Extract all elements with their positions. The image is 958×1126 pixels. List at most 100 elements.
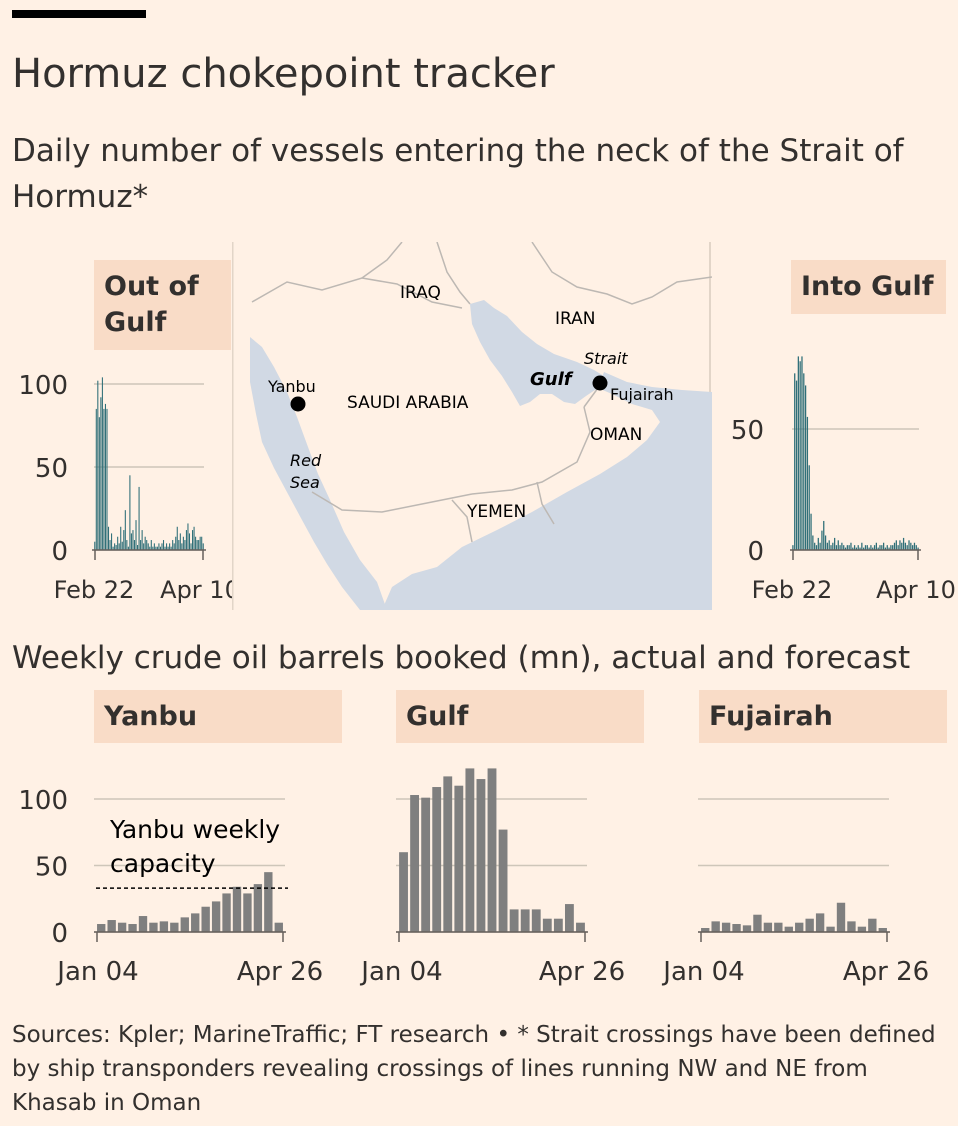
chart-out-of-gulf: 0 50 100 Feb 22 Apr 10	[18, 371, 239, 604]
bar	[185, 530, 187, 550]
bar	[803, 373, 805, 550]
yanbu-marker	[290, 396, 306, 412]
bar	[232, 886, 242, 932]
bar	[100, 397, 102, 550]
bar	[109, 540, 111, 550]
bar	[784, 926, 793, 932]
bar	[192, 530, 194, 550]
bar	[94, 541, 96, 550]
bar	[881, 545, 883, 550]
bar	[118, 543, 120, 550]
map-label-sea: Sea	[290, 473, 320, 492]
y-tick-label: 100	[18, 786, 68, 816]
x-tick-label: Jan 04	[359, 957, 442, 987]
bar	[166, 543, 168, 550]
bar	[824, 535, 827, 550]
x-tick-label: Apr 26	[539, 957, 625, 987]
section-oil-title: Weekly crude oil barrels booked (mn), ac…	[12, 640, 911, 676]
bar	[149, 922, 158, 932]
page-title: Hormuz chokepoint tracker	[12, 51, 555, 97]
bar	[853, 545, 856, 550]
bar	[823, 520, 825, 550]
bar	[888, 547, 890, 550]
bar	[173, 543, 175, 550]
bar	[864, 545, 867, 550]
y-tick-label: 50	[35, 853, 68, 883]
bar	[117, 536, 119, 550]
x-tick-label: Feb 22	[752, 576, 833, 604]
bar	[181, 543, 183, 550]
bar	[895, 540, 897, 550]
bar	[421, 797, 431, 932]
bar	[146, 540, 148, 550]
bar	[201, 536, 203, 550]
bar	[152, 546, 154, 550]
bar	[812, 535, 814, 550]
bar	[821, 530, 823, 550]
y-tick-label: 0	[51, 537, 68, 567]
bar	[893, 542, 896, 550]
arabian-sea-water	[382, 372, 712, 610]
bar	[153, 543, 155, 550]
bar	[870, 545, 872, 550]
bar	[837, 540, 839, 550]
bar	[861, 542, 863, 550]
bar	[107, 920, 116, 932]
bar	[509, 909, 519, 932]
bar	[144, 536, 146, 550]
map-label-gulf: Gulf	[530, 369, 574, 390]
bar	[178, 540, 180, 550]
bar	[127, 546, 129, 550]
bar	[826, 542, 829, 550]
bar	[114, 543, 116, 550]
bar	[97, 924, 106, 932]
gulf-water	[470, 300, 604, 406]
bar	[121, 541, 123, 550]
bar	[826, 926, 835, 932]
x-tick-label: Apr 10	[160, 576, 240, 604]
bar	[806, 416, 809, 550]
bar	[137, 545, 139, 550]
bar	[850, 542, 852, 550]
bar	[576, 922, 585, 932]
bar	[107, 526, 110, 550]
bar	[701, 928, 710, 932]
bar	[274, 922, 283, 932]
bar	[901, 542, 903, 550]
bar	[175, 536, 177, 550]
bar	[832, 542, 834, 550]
bar	[170, 922, 179, 932]
bar	[721, 922, 731, 932]
bar	[808, 465, 810, 550]
bar	[264, 872, 273, 932]
chart-yanbu: 0 50 100 Jan 04 Apr 26 Yanbu weekly capacity	[18, 786, 323, 987]
bar	[164, 546, 166, 550]
bar	[886, 545, 888, 550]
bar	[399, 852, 408, 932]
bar	[848, 545, 850, 550]
bar	[868, 918, 877, 932]
bar	[487, 768, 497, 932]
bar	[162, 540, 165, 550]
bar	[128, 924, 137, 932]
bar	[892, 545, 894, 550]
bar	[904, 542, 907, 550]
y-tick-label: 50	[731, 416, 764, 446]
bar	[801, 356, 803, 550]
bar	[443, 776, 453, 932]
bar	[817, 537, 819, 550]
bar	[814, 542, 816, 550]
bar	[879, 545, 881, 550]
bar	[149, 546, 151, 550]
bar	[839, 545, 841, 550]
bar	[902, 537, 905, 550]
bar	[711, 921, 720, 932]
capacity-annotation: capacity	[110, 849, 216, 878]
bar	[103, 408, 105, 550]
bar	[135, 520, 137, 550]
map-label-yanbu: Yanbu	[267, 377, 316, 396]
map-label-yemen: YEMEN	[466, 502, 526, 522]
bar	[141, 530, 143, 550]
bar	[104, 403, 106, 550]
bar	[855, 547, 858, 550]
